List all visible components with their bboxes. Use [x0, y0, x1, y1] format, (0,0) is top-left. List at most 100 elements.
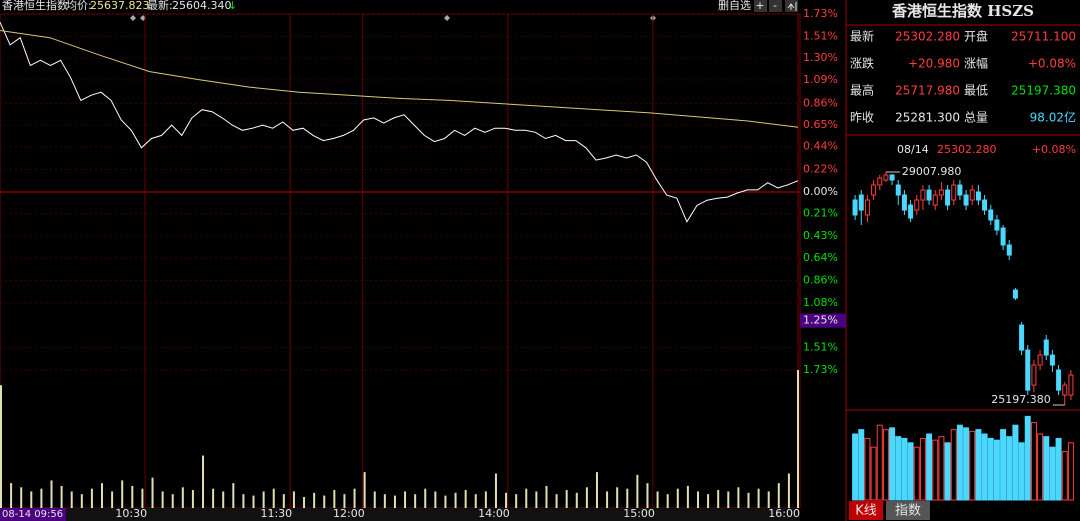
- candle-body: [1019, 324, 1025, 351]
- candle-body: [1068, 374, 1074, 396]
- volume-bar: [40, 488, 43, 508]
- zoom-out-button[interactable]: -: [773, 0, 777, 12]
- candle-body: [1056, 369, 1062, 391]
- volume-bar: [555, 494, 558, 508]
- volume-bar: [363, 472, 366, 508]
- cursor-x-bg: [0, 508, 66, 521]
- volume-bar: [565, 490, 568, 508]
- mini-volume-bar: [1043, 436, 1050, 501]
- x-tick-label: 12:00: [333, 507, 365, 520]
- volume-bar: [757, 488, 760, 508]
- volume-bar: [10, 483, 13, 508]
- volume-bar: [484, 491, 487, 508]
- y-tick-label: 1.09%: [803, 73, 838, 86]
- y-tick-label: 1.51%: [803, 30, 838, 43]
- y-tick-label: 0.86%: [803, 273, 838, 286]
- mini-volume-bar: [987, 437, 994, 501]
- candle-body: [895, 184, 901, 196]
- candle-body: [975, 191, 981, 201]
- price-line: [0, 21, 799, 223]
- candle-body: [852, 199, 858, 216]
- mini-volume-bar: [963, 427, 970, 501]
- volume-bar: [333, 490, 336, 508]
- x-tick-label: 16:00: [768, 507, 800, 520]
- candle-body: [938, 189, 944, 196]
- candle-body: [1043, 339, 1049, 356]
- trend-arrow: ↓: [228, 0, 237, 12]
- candle-body: [969, 189, 975, 201]
- volume-bar: [282, 494, 285, 508]
- low-annotation: 25197.380: [991, 393, 1051, 406]
- volume-bar: [212, 488, 215, 508]
- volume-bar: [585, 487, 588, 508]
- candle-body: [920, 189, 926, 201]
- volume-bar: [535, 491, 538, 508]
- volume-bar: [181, 487, 184, 508]
- y-tick-label: 1.73%: [803, 363, 838, 376]
- volume-bar: [70, 491, 73, 508]
- tab-index[interactable]: 指数: [895, 504, 921, 519]
- mini-volume-bar: [956, 424, 963, 501]
- volume-bar: [525, 488, 528, 508]
- candle-body: [889, 174, 895, 181]
- mini-volume-bar: [1024, 415, 1031, 501]
- volume-bar: [171, 494, 174, 508]
- avg-label: 均价:: [66, 0, 92, 12]
- volume-bar: [797, 370, 799, 508]
- volume-bar: [303, 496, 306, 508]
- volume-bar: [222, 491, 225, 508]
- avg-value: 25637.823: [90, 0, 150, 12]
- volume-bar: [111, 491, 114, 508]
- mini-volume-bar: [852, 433, 859, 501]
- remove-watch-button[interactable]: 删自选: [718, 0, 751, 12]
- volume-bar: [686, 485, 689, 508]
- candle-body: [945, 189, 951, 206]
- candle-body: [994, 219, 1000, 231]
- mini-volume-bar: [876, 424, 883, 501]
- volume-bar: [494, 473, 497, 508]
- volume-bar: [191, 490, 194, 508]
- candle-body: [982, 199, 988, 211]
- volume-bar: [202, 455, 205, 508]
- mini-volume-bar: [950, 429, 957, 501]
- expand-icon: [787, 2, 797, 11]
- volume-bar: [313, 492, 316, 508]
- x-tick-label: 11:30: [260, 507, 292, 520]
- volume-bar: [50, 480, 53, 508]
- candle-body: [988, 209, 994, 221]
- y-tick-label: 0.65%: [803, 118, 838, 131]
- x-tick-label: 10:30: [115, 507, 147, 520]
- volume-bar: [30, 491, 33, 508]
- volume-bar: [414, 494, 417, 508]
- last-value: 25604.340: [172, 0, 232, 12]
- quote-value: +20.980: [908, 57, 960, 71]
- volume-bar: [131, 485, 134, 508]
- volume-bar: [464, 490, 467, 508]
- quote-label: 昨收: [850, 111, 874, 125]
- quote-value: 25711.100: [1011, 30, 1076, 44]
- volume-bar: [141, 488, 144, 508]
- volume-bar: [323, 495, 326, 508]
- volume-bar: [343, 494, 346, 508]
- volume-bar: [595, 472, 598, 508]
- kline-date: 08/14: [897, 143, 929, 156]
- quote-label: 涨幅: [964, 56, 988, 71]
- mini-volume-bar: [1018, 442, 1025, 501]
- candle-body: [957, 184, 963, 196]
- volume-bar: [242, 494, 245, 508]
- volume-bar: [676, 488, 679, 508]
- volume-bar: [474, 494, 477, 508]
- candle-body: [1049, 354, 1055, 366]
- quote-value: 98.02亿: [1030, 110, 1076, 125]
- quote-label: 涨跌: [850, 56, 874, 71]
- tab-kline[interactable]: K线: [855, 504, 877, 519]
- volume-bar: [262, 491, 265, 508]
- zoom-in-button[interactable]: +: [755, 0, 764, 12]
- mini-volume-bar: [889, 427, 896, 501]
- volume-bar: [292, 491, 295, 508]
- y-tick-label: 0.86%: [803, 97, 838, 110]
- quote-value: 25717.980: [895, 84, 960, 98]
- mini-volume-bar: [1030, 422, 1037, 501]
- y-tick-label: 0.44%: [803, 140, 838, 153]
